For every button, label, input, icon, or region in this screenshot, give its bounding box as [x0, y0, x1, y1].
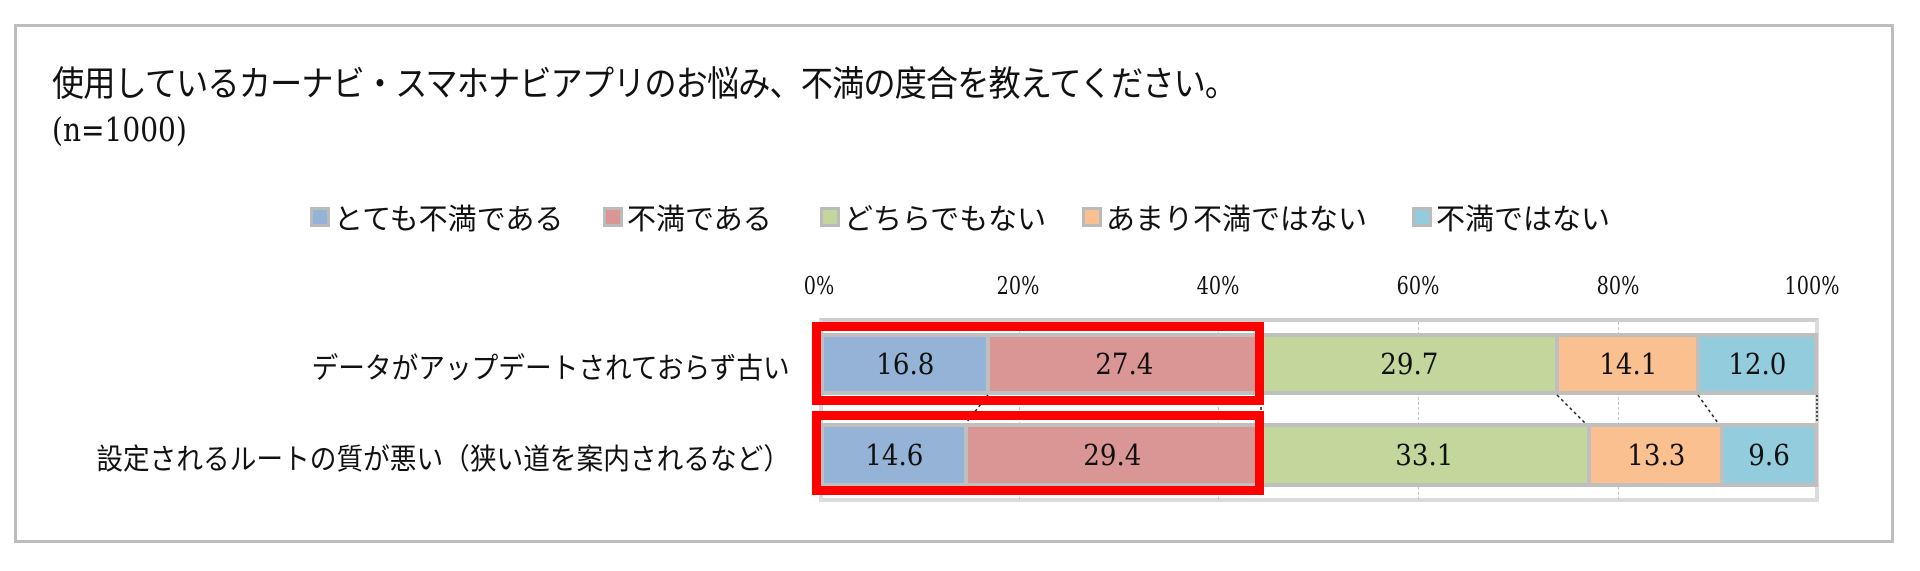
legend-swatch-icon	[1082, 207, 1102, 227]
x-tick-0: 0%	[803, 272, 835, 300]
legend-label: 不満である	[627, 202, 772, 236]
legend-swatch-icon	[310, 207, 330, 227]
plot-area	[819, 318, 1819, 502]
legend-item-dissatisfied: 不満である	[603, 196, 772, 238]
legend-label: どちらでもない	[844, 202, 1047, 236]
bar-segment-not-very-dissatisfied: 13.3	[1589, 423, 1723, 487]
legend-label: 不満ではない	[1436, 202, 1611, 236]
legend-label: あまり不満ではない	[1106, 202, 1368, 236]
x-tick-80: 80%	[1596, 272, 1640, 300]
legend-item-not-very-dissatisfied: あまり不満ではない	[1082, 196, 1367, 238]
bar-row-poor-route: 14.6 29.4 33.1 13.3 9.6	[820, 423, 1818, 487]
legend-label: とても不満である	[334, 202, 564, 236]
bar-segment-very-dissatisfied: 14.6	[820, 423, 966, 487]
legend-swatch-icon	[603, 207, 623, 227]
bar-segment-not-very-dissatisfied: 14.1	[1557, 333, 1699, 395]
bar-segment-very-dissatisfied: 16.8	[820, 333, 988, 395]
legend-item-neutral: どちらでもない	[820, 196, 1046, 238]
bar-segment-not-dissatisfied: 9.6	[1722, 423, 1818, 487]
row-label-outdated-data: データがアップデートされておらず古い	[311, 351, 790, 385]
x-tick-60: 60%	[1396, 272, 1440, 300]
bar-segment-dissatisfied: 27.4	[987, 333, 1262, 395]
bar-segment-dissatisfied: 29.4	[965, 423, 1260, 487]
chart-subtitle: (n=1000)	[52, 110, 187, 149]
gridline-80	[1618, 322, 1619, 500]
legend: とても不満である 不満である どちらでもない あまり不満ではない 不満ではない	[0, 196, 1920, 236]
bar-segment-not-dissatisfied: 12.0	[1698, 333, 1818, 395]
bar-segment-neutral: 29.7	[1261, 333, 1558, 395]
x-tick-20: 20%	[996, 272, 1040, 300]
legend-swatch-icon	[820, 207, 840, 227]
chart-title: 使用しているカーナビ・スマホナビアプリのお悩み、不満の度合を教えてください。	[52, 65, 1237, 105]
legend-item-not-dissatisfied: 不満ではない	[1412, 196, 1610, 238]
legend-item-very-dissatisfied: とても不満である	[310, 196, 563, 238]
legend-swatch-icon	[1412, 207, 1432, 227]
x-tick-40: 40%	[1196, 272, 1240, 300]
gridline-60	[1418, 322, 1419, 500]
bar-segment-neutral: 33.1	[1259, 423, 1590, 487]
row-label-poor-route: 設定されるルートの質が悪い（狭い道を案内されるなど）	[96, 442, 790, 476]
x-tick-100: 100%	[1784, 272, 1840, 300]
bar-row-outdated-data: 16.8 27.4 29.7 14.1 12.0	[820, 333, 1818, 395]
